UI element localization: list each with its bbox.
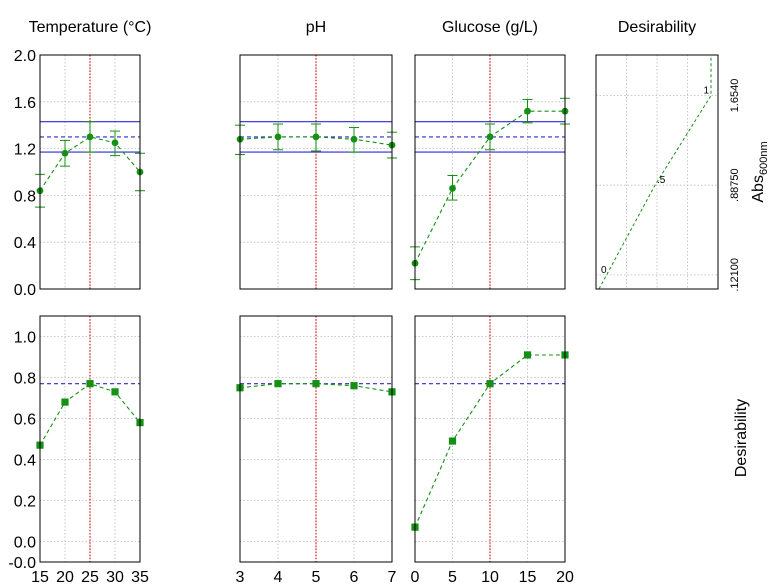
desirability-point <box>350 382 358 390</box>
x-tick-label: 20 <box>56 569 74 586</box>
x-tick-label: 15 <box>31 569 49 586</box>
data-point <box>350 135 358 143</box>
grid-layer <box>39 54 718 562</box>
desirability-point <box>61 398 69 406</box>
desirability-panel-frame <box>595 54 719 290</box>
desirability-point-label: .5 <box>657 175 666 186</box>
top-ytick-label: 0.4 <box>14 235 36 252</box>
bottom-ytick-label: -0.0 <box>8 555 36 572</box>
x-tick-label: 5 <box>312 569 321 586</box>
bottom-panel-frame <box>414 315 566 563</box>
top-ytick-label: 1.2 <box>14 142 36 159</box>
bottom-panel-frame <box>39 315 141 563</box>
content-layer <box>35 55 712 562</box>
x-tick-label: 15 <box>519 569 537 586</box>
desirability-point <box>111 388 119 396</box>
desirability-function-curve <box>598 55 712 290</box>
predicted-curve <box>239 136 393 146</box>
top-ytick-label: 2.0 <box>14 48 36 65</box>
top-panel-frame <box>239 54 393 290</box>
x-tick-label: 3 <box>236 569 245 586</box>
column-title: Glucose (g/L) <box>442 19 538 36</box>
top-ytick-label: 0.8 <box>14 188 36 205</box>
x-tick-label: 30 <box>106 569 124 586</box>
data-point <box>524 107 531 115</box>
x-tick-label: 5 <box>448 569 457 586</box>
data-point <box>61 149 69 157</box>
right-ytick-label: .88750 <box>729 168 741 202</box>
desirability-point-label: 1 <box>703 85 709 96</box>
desirability-curve <box>239 383 393 393</box>
desirability-point <box>523 351 532 359</box>
x-tick-label: 10 <box>481 569 499 586</box>
desirability-point <box>274 380 282 388</box>
data-point <box>274 133 282 141</box>
bottom-panel-frame <box>239 315 393 563</box>
column-title: pH <box>306 19 326 36</box>
data-point <box>486 133 494 141</box>
desirability-point <box>312 380 320 388</box>
top-panel-frame <box>39 54 141 290</box>
data-point <box>449 184 456 192</box>
desirability-point <box>486 380 494 388</box>
bottom-ytick-label: 0.6 <box>14 412 36 429</box>
x-tick-label: 7 <box>388 569 397 586</box>
desirability-point-label: 0 <box>601 265 607 276</box>
predicted-curve <box>39 136 141 192</box>
data-point <box>111 139 119 147</box>
desirability-point <box>86 380 94 388</box>
bottom-ytick-label: 0.0 <box>14 535 36 552</box>
x-tick-label: 0 <box>411 569 420 586</box>
bottom-ytick-label: 0.8 <box>14 371 36 388</box>
bottom-ytick-label: 0.2 <box>14 494 36 511</box>
top-ytick-label: 0.0 <box>14 282 36 299</box>
top-panel-frame <box>414 54 566 290</box>
right-ytick-label: 1.6540 <box>729 79 741 113</box>
desirability-point <box>448 437 457 445</box>
row-label-desirability: Desirability <box>733 399 750 477</box>
column-title: Temperature (°C) <box>29 19 152 36</box>
x-tick-label: 6 <box>350 569 359 586</box>
column-title: Desirability <box>618 19 696 36</box>
x-tick-label: 35 <box>131 569 149 586</box>
text-layer: 2.0 1.6 1.2 0.8 0.4 0.0 1.0 0.8 0.6 0.4 0.2 0.0 -0.0… <box>8 19 770 586</box>
data-point <box>312 133 320 141</box>
x-tick-label: 25 <box>81 569 99 586</box>
data-point <box>86 133 94 141</box>
bottom-ytick-label: 1.0 <box>14 330 36 347</box>
frame-layer <box>39 54 719 563</box>
right-ytick-label: .12100 <box>729 258 741 292</box>
top-ytick-label: 1.6 <box>14 95 36 112</box>
row-label-abs: Abs600nm <box>750 141 770 202</box>
x-tick-label: 20 <box>556 569 574 586</box>
x-tick-label: 4 <box>274 569 283 586</box>
bottom-ytick-label: 0.4 <box>14 453 36 470</box>
